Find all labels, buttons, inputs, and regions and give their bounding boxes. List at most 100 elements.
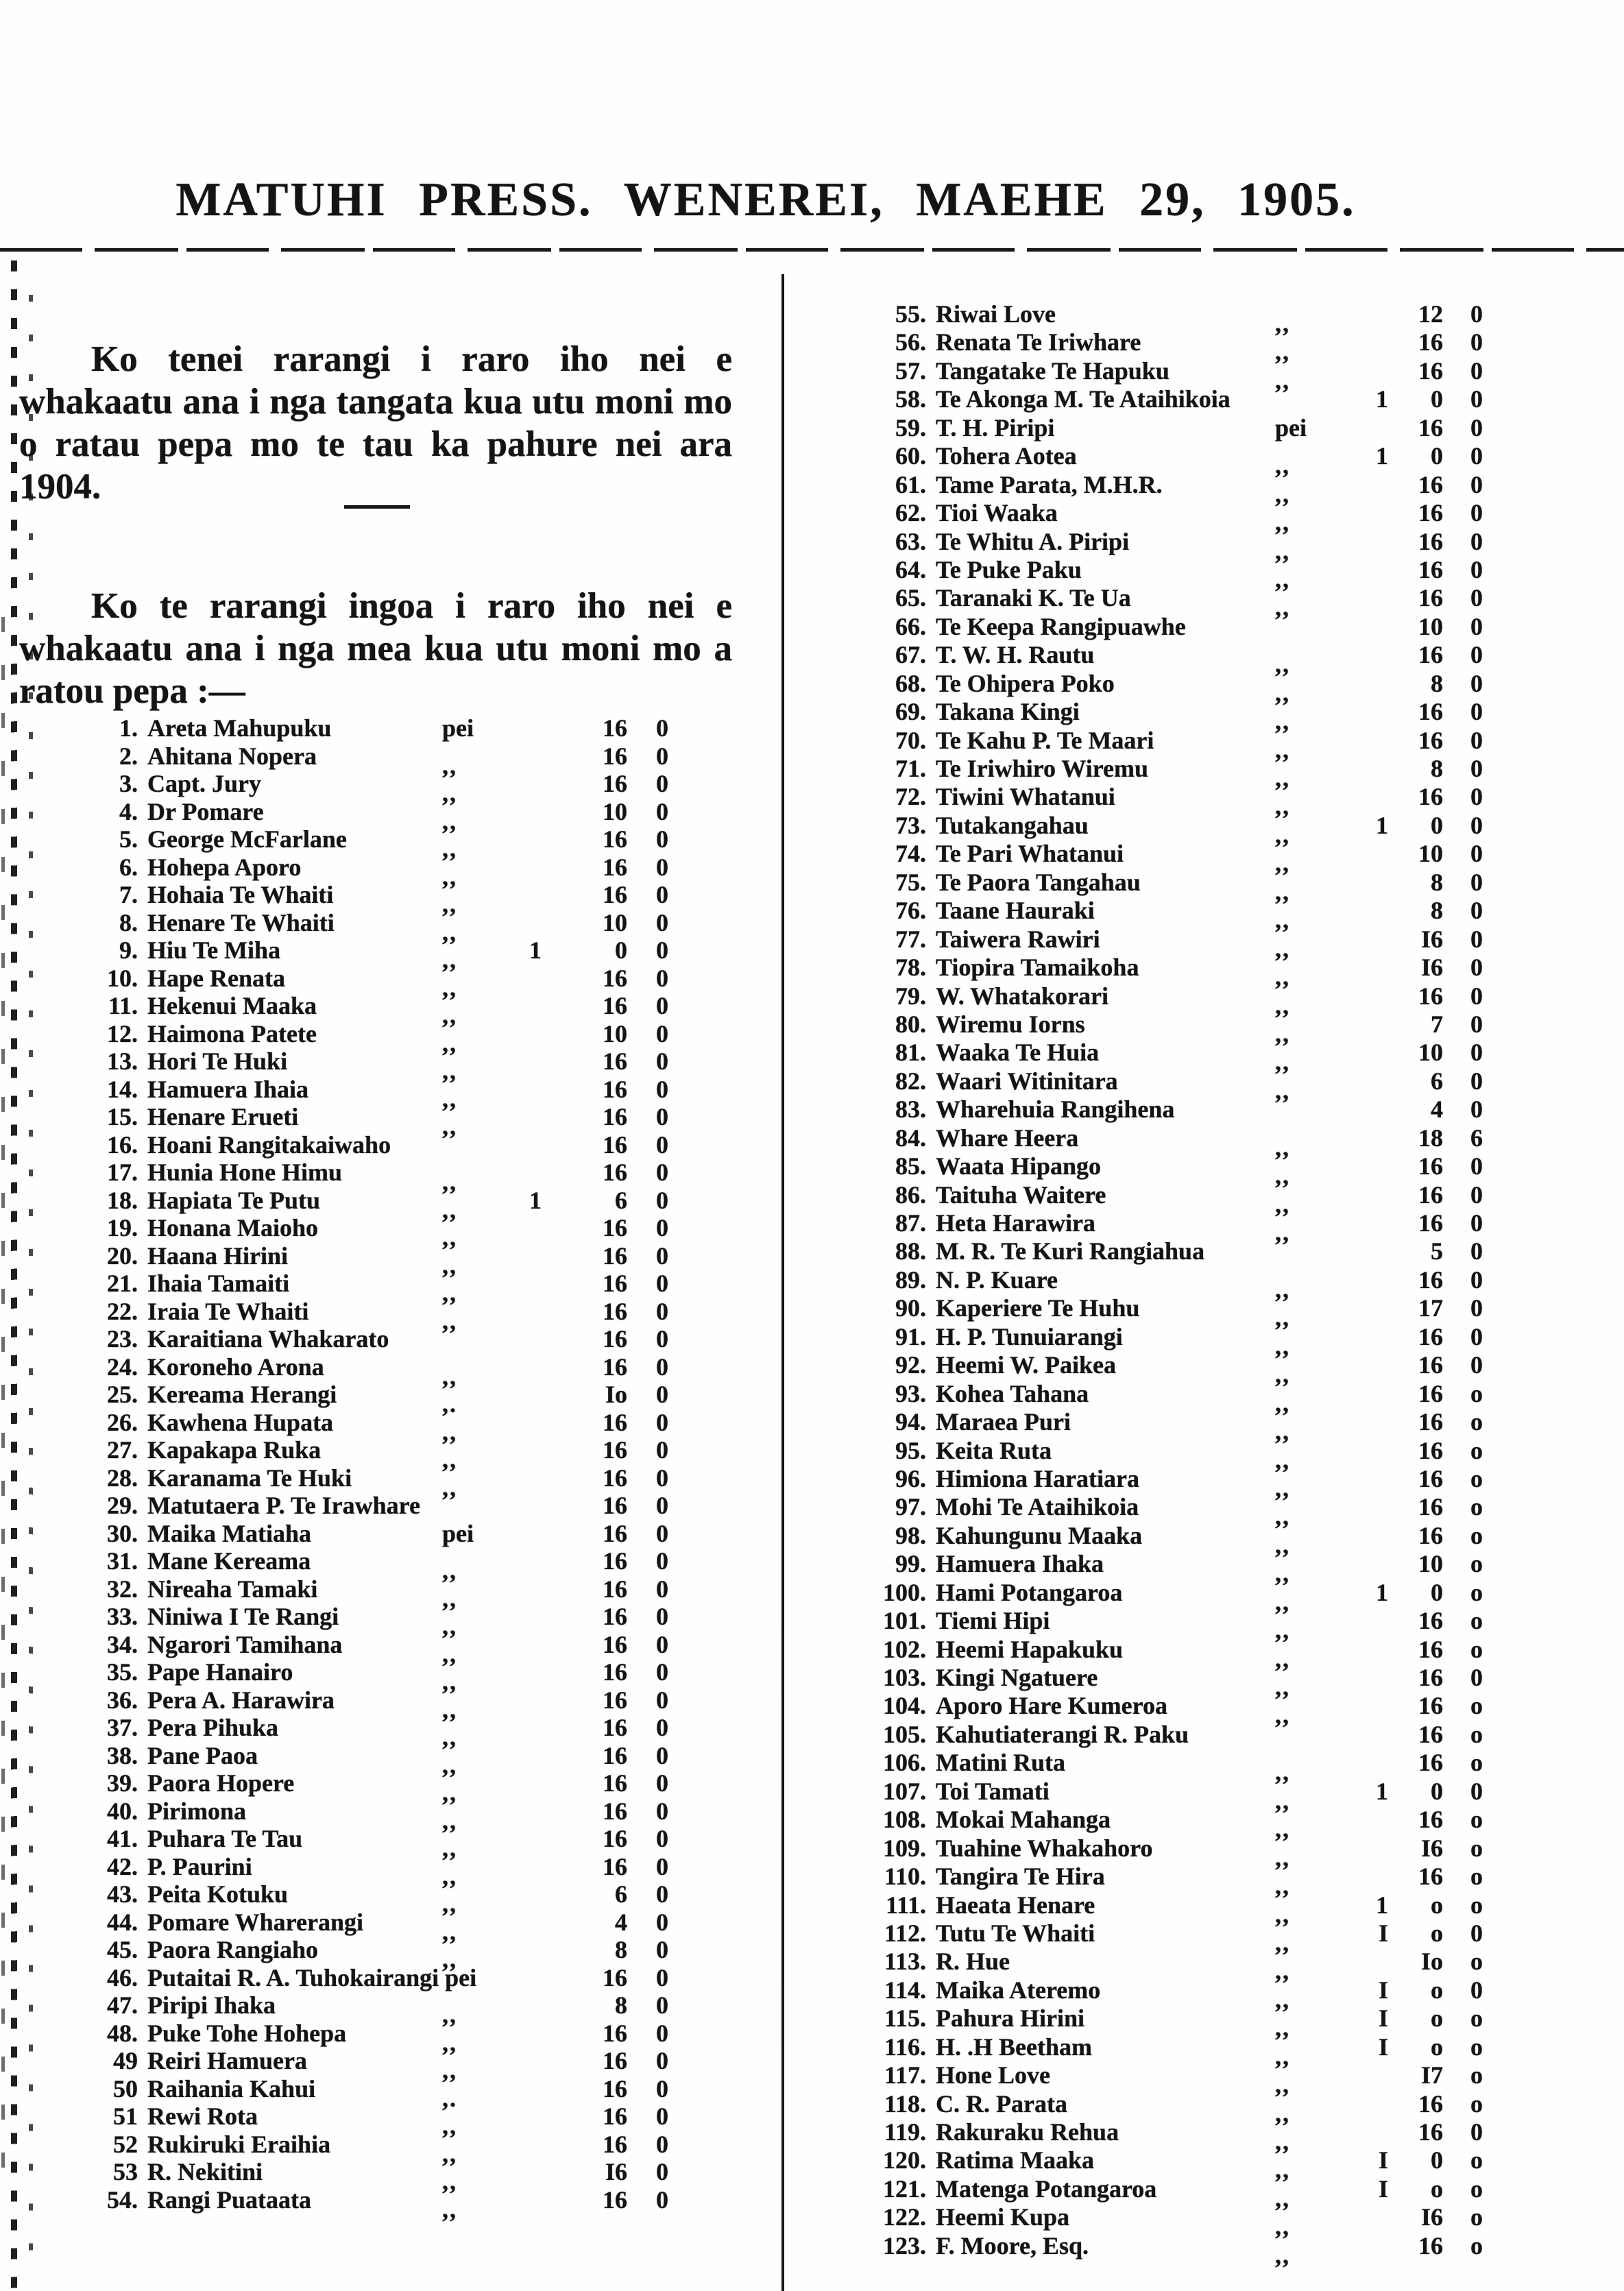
ledger-row: 41. Puhara Te Tau,, 16 0 — [89, 1825, 668, 1862]
row-mark: ,, — [1268, 300, 1333, 337]
row-num: 91. — [895, 1322, 926, 1350]
row-pence: o — [1470, 1379, 1483, 1407]
ledger-row: 72. Tiwini Whatanui,, 16 0 — [877, 783, 1483, 820]
row-num: 73. — [895, 811, 926, 839]
row-name: Hape Renata — [147, 964, 285, 992]
ditto-mark: ,, — [1275, 509, 1290, 537]
ditto-mark: ,, — [1275, 2213, 1290, 2241]
ledger-row: 82. Waari Witinitara,, 6 0 — [877, 1067, 1483, 1104]
row-num: 38. — [107, 1741, 138, 1769]
row-pence: 0 — [656, 964, 668, 992]
row-shillings: 0 — [615, 936, 627, 964]
row-pence: 0 — [1470, 300, 1483, 328]
row-mark: ,, — [435, 2102, 494, 2140]
ledger-row: 79. W. Whatakorari,, 16 0 — [877, 982, 1483, 1019]
ledger-row: 2. Ahitana Nopera,, 16 0 — [89, 742, 668, 779]
ledger-row: 4. Dr Pomare,, 10 0 — [89, 798, 668, 835]
ledger-row: 8. Henare Te Whaiti,, 10 0 — [89, 909, 668, 946]
row-name: Pera A. Harawira — [147, 1686, 335, 1714]
ditto-mark: ,, — [1275, 2184, 1290, 2212]
row-pence: 0 — [656, 1603, 668, 1630]
row-shillings: 16 — [1418, 1863, 1443, 1891]
ditto-mark: ,, — [442, 1640, 457, 1668]
row-mark: ,, — [1268, 1266, 1333, 1303]
row-pence: 0 — [656, 714, 668, 742]
row-pence: o — [1470, 1635, 1483, 1663]
row-pence: 0 — [656, 1381, 668, 1408]
row-name: F. Moore, Esq. — [936, 2231, 1089, 2259]
row-name: Hori Te Huki — [147, 1047, 288, 1075]
row-num: 68. — [895, 669, 926, 697]
ledger-row: 5. George McFarlane,, 16 0 — [89, 825, 668, 862]
ledger-row: 73. Tutakangahau,, 1 0 0 — [877, 811, 1483, 849]
ditto-mark: ,, — [1275, 1531, 1290, 1559]
ledger-row: 50 Raihania Kahui,. 16 0 — [89, 2075, 668, 2112]
ditto-mark: ,, — [442, 1251, 457, 1279]
ledger-row: 103. Kingi Ngatuere,, 16 0 — [877, 1664, 1483, 1701]
ditto-mark: ,, — [1275, 1758, 1290, 1786]
ledger-row: 83. Wharehuia Rangihena 4 0 — [877, 1095, 1483, 1124]
row-pence: 0 — [656, 1769, 668, 1797]
row-shillings: 16 — [603, 1297, 627, 1325]
row-num: 18. — [107, 1186, 138, 1214]
row-name: Ihaia Tamaiti — [147, 1270, 290, 1297]
ditto-mark: ,, — [1275, 1786, 1290, 1815]
row-mark: ,, — [435, 1159, 494, 1196]
row-shillings: 16 — [1418, 1806, 1443, 1834]
ledger-row: 23. Karaitiana Whakarato 16 0 — [89, 1325, 668, 1353]
row-num: 44. — [107, 1908, 138, 1936]
row-pence: 0 — [656, 2130, 668, 2158]
row-pence: 0 — [656, 881, 668, 908]
ledger-row: 84. Whare Heera,, 18 6 — [877, 1124, 1483, 1161]
row-pence: 0 — [656, 992, 668, 1019]
ledger-row: 34. Ngarori Tamihana,, 16 0 — [89, 1631, 668, 1668]
row-shillings: 16 — [603, 1963, 627, 1991]
row-name: Mokai Mahanga — [936, 1806, 1111, 1834]
row-mark: ,, — [435, 1103, 494, 1140]
row-name: Putaitai R. A. Tuhokairangi pei — [147, 1963, 477, 1991]
ditto-mark: ,, — [1275, 877, 1290, 906]
row-num: 29. — [107, 1492, 138, 1519]
row-mark: ,, — [1268, 471, 1333, 508]
row-pence: o — [1470, 2146, 1483, 2174]
row-pence: 0 — [1470, 783, 1483, 811]
row-shillings: 16 — [1418, 328, 1443, 356]
ledger-row: 12. Haimona Patete,, 10 0 — [89, 1020, 668, 1057]
row-mark: ,, — [435, 992, 494, 1029]
row-shillings: 16 — [1418, 1265, 1443, 1294]
row-shillings: 16 — [1418, 1635, 1443, 1663]
row-name: Kawhena Hupata — [147, 1408, 334, 1436]
ledger-row: 21. Ihaia Tamaiti,, 16 0 — [89, 1270, 668, 1307]
row-num: 54. — [107, 2185, 138, 2214]
row-pence: o — [1470, 2089, 1483, 2118]
ledger-row: 28. Karanama Te Huki,, 16 0 — [89, 1464, 668, 1501]
ledger-row: 87. Heta Harawira,, 16 0 — [877, 1209, 1483, 1246]
row-shillings: 8 — [615, 1936, 627, 1963]
ditto-mark: ,, — [1275, 1361, 1290, 1389]
row-pounds: 1 — [1376, 1578, 1388, 1606]
row-mark: ,, — [435, 2047, 494, 2084]
row-mark: ,, — [1268, 1323, 1333, 1360]
ledger-row: 61. Tame Parata, M.H.R.,, 16 0 — [877, 471, 1483, 508]
row-name: Pera Pihuka — [147, 1714, 279, 1741]
ditto-mark: ,, — [1275, 1872, 1290, 1900]
row-num: 80. — [895, 1010, 926, 1038]
row-shillings: 16 — [1418, 499, 1443, 527]
row-num: 42. — [107, 1852, 138, 1880]
row-name: Te Iriwhiro Wiremu — [936, 755, 1149, 782]
row-shillings: 16 — [1418, 1464, 1443, 1492]
row-shillings: 8 — [1431, 755, 1443, 782]
row-name: Pirimona — [147, 1797, 246, 1825]
row-name: H. .H Beetham — [936, 2033, 1092, 2061]
row-name: Heemi Hapakuku — [936, 1635, 1124, 1663]
ledger-row: 110. Tangira Te Hira,, 16 o — [877, 1863, 1483, 1900]
ledger-row: 20. Haana Hirini,, 16 0 — [89, 1242, 668, 1279]
ledger-row: 105. Kahutiaterangi R. Paku 16 o — [877, 1721, 1483, 1749]
row-mark: ,, — [435, 1880, 494, 1917]
row-name: Hoani Rangitakaiwaho — [147, 1130, 391, 1159]
row-name: Mohi Te Ataihikoia — [936, 1493, 1139, 1521]
row-pence: 0 — [656, 1658, 668, 1686]
row-num: 32. — [107, 1575, 138, 1603]
row-mark: ,, — [435, 825, 494, 862]
row-shillings: I6 — [1420, 954, 1443, 982]
